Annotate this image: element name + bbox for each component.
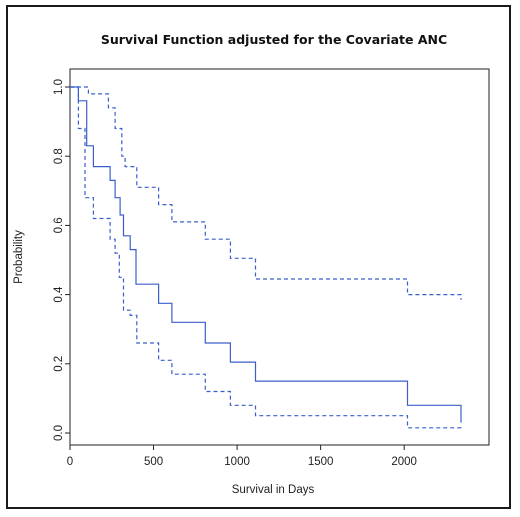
y-tick-label: 0.6 (53, 217, 65, 233)
y-tick-label: 0.2 (53, 356, 65, 372)
x-tick-label: 0 (67, 456, 73, 468)
y-axis: 0.0 0.2 0.4 0.6 0.8 1.0 (53, 79, 70, 441)
survival-chart: Survival Function adjusted for the Covar… (13, 32, 490, 496)
x-tick-label: 1000 (224, 456, 250, 468)
series-lower-ci (70, 86, 462, 430)
x-axis-label: Survival in Days (232, 484, 315, 496)
y-tick-label: 0.0 (53, 425, 65, 441)
x-tick-label: 500 (144, 456, 163, 468)
y-tick-label: 0.4 (53, 286, 65, 303)
y-tick-label: 1.0 (53, 79, 65, 95)
x-tick-label: 2000 (391, 456, 417, 468)
y-axis-label: Probability (13, 230, 25, 284)
plot-area-box (69, 68, 490, 446)
series-group (70, 86, 462, 430)
series-upper-ci (70, 86, 462, 300)
x-tick-label: 1500 (308, 456, 334, 468)
chart-title: Survival Function adjusted for the Covar… (101, 32, 447, 47)
chart-frame: Survival Function adjusted for the Covar… (6, 5, 511, 509)
y-tick-label: 0.8 (53, 148, 65, 164)
series-estimate (70, 86, 462, 423)
x-axis: 0 500 1000 1500 2000 (67, 445, 417, 468)
